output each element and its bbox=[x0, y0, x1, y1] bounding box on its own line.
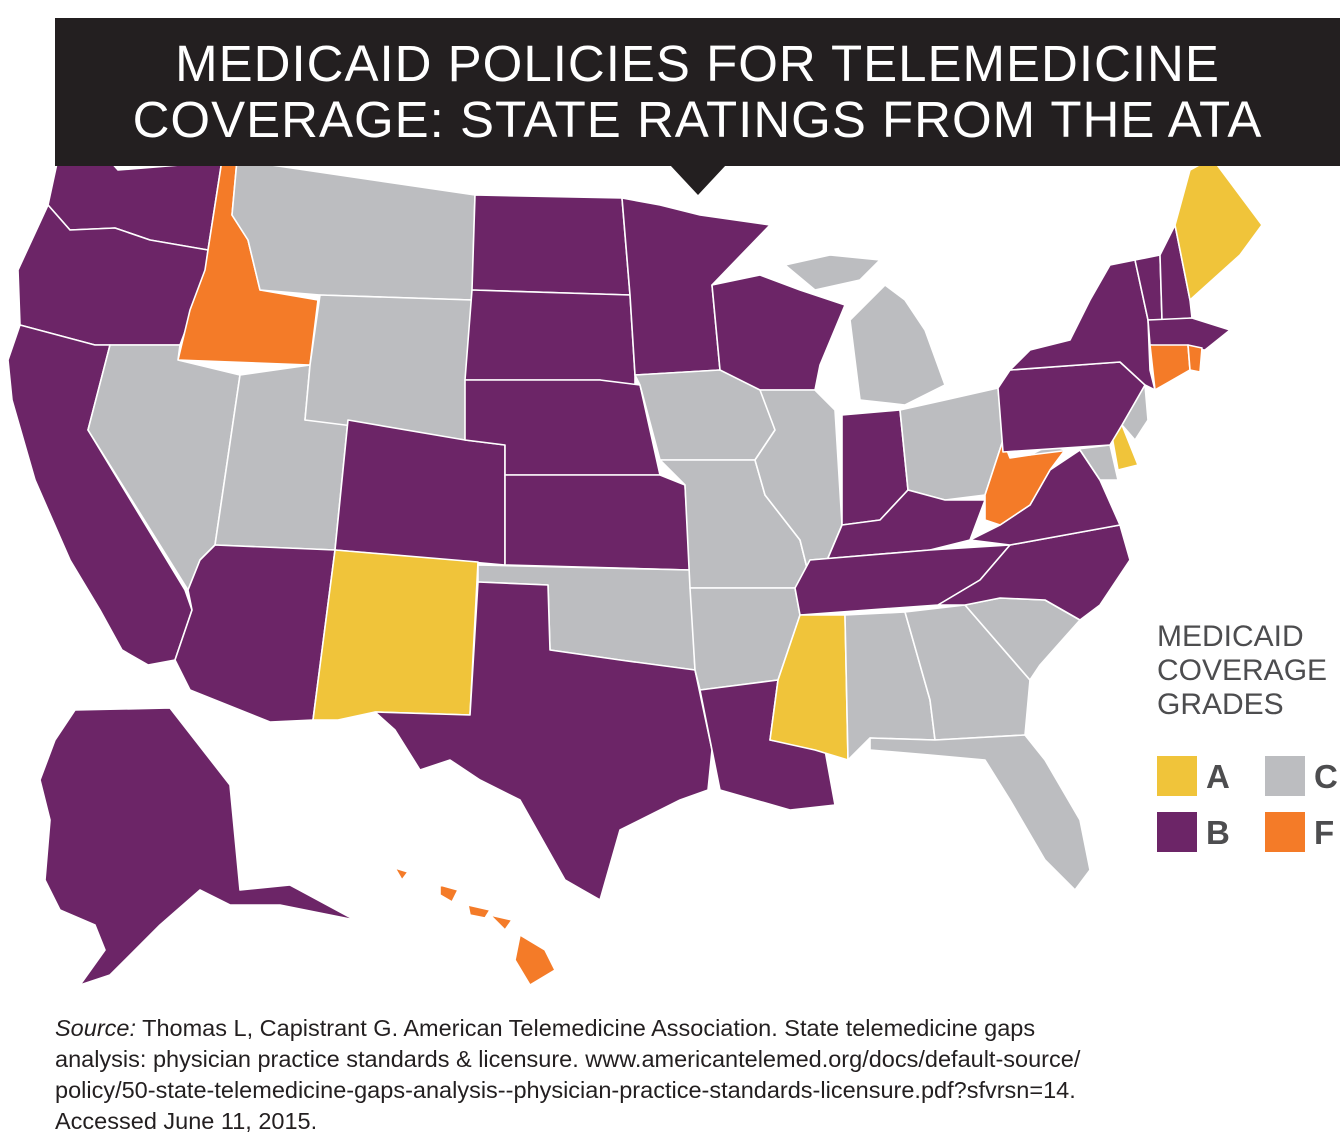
state-TX bbox=[374, 581, 713, 901]
source-line-1: Source: Thomas L, Capistrant G. American… bbox=[55, 1013, 1325, 1044]
state-AZ bbox=[174, 544, 336, 723]
state-MT bbox=[231, 159, 476, 301]
legend-swatch-c bbox=[1265, 756, 1305, 796]
state-MA bbox=[1147, 317, 1231, 351]
legend-label-c: C bbox=[1314, 758, 1338, 795]
legend-label-a: A bbox=[1206, 758, 1230, 795]
legend-swatch-b bbox=[1157, 812, 1197, 852]
source-line-3: policy/50-state-telemedicine-gaps-analys… bbox=[55, 1077, 1076, 1103]
legend-label-f: F bbox=[1314, 814, 1335, 851]
source-line-2: analysis: physician practice standards &… bbox=[55, 1046, 1081, 1072]
state-ND bbox=[471, 194, 631, 296]
state-SD bbox=[464, 289, 636, 391]
source-label: Source: bbox=[55, 1015, 136, 1041]
legend-item-a: A bbox=[1157, 756, 1237, 796]
source-line-4: Accessed June 11, 2015. bbox=[55, 1108, 318, 1134]
title-line-1: MEDICAID POLICIES FOR TELEMEDICINE bbox=[175, 35, 1220, 92]
state-WI bbox=[711, 274, 846, 391]
legend-grid: A C B F bbox=[1157, 756, 1342, 856]
legend-title: MEDICAID COVERAGE GRADES bbox=[1157, 620, 1342, 722]
state-ME bbox=[1174, 157, 1263, 301]
state-OH bbox=[899, 387, 1004, 501]
legend-title-line-2: COVERAGE bbox=[1157, 654, 1328, 687]
legend-title-line-3: GRADES bbox=[1157, 688, 1284, 721]
title-pointer bbox=[670, 165, 726, 195]
state-MI bbox=[784, 254, 946, 406]
state-NC bbox=[937, 524, 1131, 621]
legend-item-f: F bbox=[1265, 812, 1344, 852]
legend-item-b: B bbox=[1157, 812, 1237, 852]
legend-swatch-f bbox=[1265, 812, 1305, 852]
state-NH bbox=[1159, 224, 1193, 321]
state-HI bbox=[394, 867, 556, 986]
state-CT bbox=[1149, 344, 1191, 391]
title-banner: MEDICAID POLICIES FOR TELEMEDICINE COVER… bbox=[55, 18, 1340, 166]
source-citation: Source: Thomas L, Capistrant G. American… bbox=[55, 1013, 1325, 1137]
state-WY bbox=[304, 294, 473, 441]
legend-swatch-a bbox=[1157, 756, 1197, 796]
source-text-1: Thomas L, Capistrant G. American Telemed… bbox=[136, 1015, 1036, 1041]
legend-item-c: C bbox=[1265, 756, 1344, 796]
title-line-2: COVERAGE: STATE RATINGS FROM THE ATA bbox=[132, 91, 1263, 148]
state-KS bbox=[504, 474, 691, 571]
legend: MEDICAID COVERAGE GRADES A C B F bbox=[1157, 620, 1342, 856]
legend-title-line-1: MEDICAID bbox=[1157, 620, 1304, 653]
state-FL bbox=[869, 734, 1091, 891]
state-RI bbox=[1187, 344, 1203, 373]
state-AK bbox=[39, 707, 356, 986]
legend-label-b: B bbox=[1206, 814, 1230, 851]
state-NM bbox=[312, 549, 479, 721]
